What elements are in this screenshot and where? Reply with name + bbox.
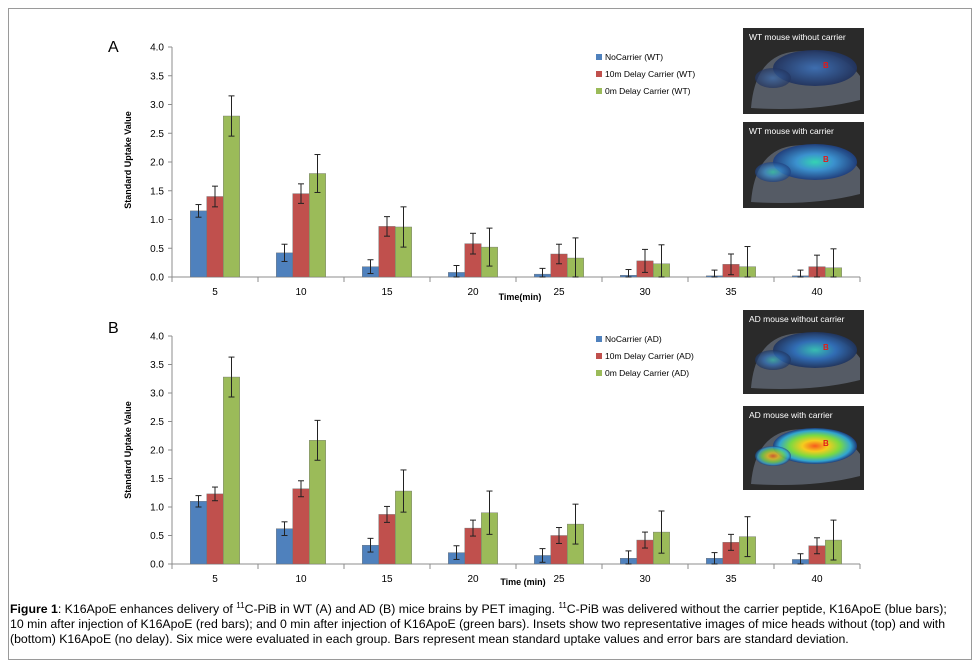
y-tick-label: 2.5 <box>150 417 164 428</box>
y-tick-label: 2.0 <box>150 446 164 457</box>
panel-label: A <box>108 39 119 56</box>
y-tick-label: 4.0 <box>150 43 164 54</box>
bar <box>206 493 224 565</box>
bar <box>292 193 310 278</box>
figure-caption: Figure 1: K16ApoE enhances delivery of 1… <box>10 598 960 647</box>
caption-text-2: C-PiB in WT (A) and AD (B) mice brains b… <box>244 602 559 617</box>
x-tick-label: 15 <box>381 287 393 298</box>
inset-marker: B <box>823 61 829 70</box>
inset-uptake-region <box>773 332 857 368</box>
x-tick-label: 40 <box>811 574 823 585</box>
x-axis-label: Time(min) <box>499 292 542 302</box>
y-tick-label: 4.0 <box>150 332 164 343</box>
y-tick-label: 1.5 <box>150 186 164 197</box>
y-tick-label: 0.0 <box>150 560 164 571</box>
inset-uptake-region <box>755 446 791 466</box>
y-tick-label: 0.5 <box>150 244 164 255</box>
bar <box>190 210 207 278</box>
y-tick-label: 3.5 <box>150 71 164 82</box>
x-tick-label: 5 <box>212 574 218 585</box>
legend-swatch <box>596 353 602 359</box>
x-tick-label: 15 <box>381 574 393 585</box>
legend-label: NoCarrier (WT) <box>605 52 663 62</box>
caption-sup-1: 11 <box>236 601 245 610</box>
x-tick-label: 30 <box>639 287 651 298</box>
caption-figure-label: Figure 1 <box>10 602 58 617</box>
y-tick-label: 1.0 <box>150 215 164 226</box>
caption-sup-2: 11 <box>558 601 567 610</box>
figure-canvas: A 0.0 0.5 1.0 1.5 2.0 2.5 3.0 3.5 4.0 Standard Upt… <box>108 28 864 587</box>
inset-label: AD mouse without carrier <box>749 314 845 324</box>
panel-label: B <box>108 320 119 337</box>
x-tick-label: 20 <box>467 574 479 585</box>
inset-label: WT mouse with carrier <box>749 126 834 136</box>
bar <box>223 376 240 565</box>
y-tick-label: 3.0 <box>150 100 164 111</box>
inset-marker: B <box>823 343 829 352</box>
legend-label: 0m Delay Carrier (WT) <box>605 86 691 96</box>
x-tick-label: 20 <box>467 287 479 298</box>
y-tick-label: 3.5 <box>150 360 164 371</box>
x-tick-label: 40 <box>811 287 823 298</box>
legend-swatch <box>596 54 602 60</box>
bar <box>190 501 207 565</box>
legend-swatch <box>596 370 602 376</box>
y-tick-label: 1.0 <box>150 503 164 514</box>
inset-uptake-region <box>773 144 857 180</box>
y-axis-label: Standard Uptake Value <box>123 401 133 499</box>
y-tick-label: 2.0 <box>150 158 164 169</box>
caption-text-1: : K16ApoE enhances delivery of <box>57 602 237 617</box>
x-tick-label: 35 <box>725 574 737 585</box>
x-tick-label: 25 <box>553 287 565 298</box>
y-tick-label: 2.5 <box>150 129 164 140</box>
inset-uptake-region <box>773 428 857 464</box>
x-tick-label: 10 <box>295 574 307 585</box>
y-tick-label: 0.5 <box>150 531 164 542</box>
inset-marker: B <box>823 439 829 448</box>
legend-label: NoCarrier (AD) <box>605 334 662 344</box>
inset-label: AD mouse with carrier <box>749 410 833 420</box>
inset-uptake-region <box>755 162 791 182</box>
y-axis-label: Standard Uptake Value <box>123 111 133 209</box>
x-tick-label: 25 <box>553 574 565 585</box>
legend-label: 10m Delay Carrier (AD) <box>605 351 694 361</box>
inset-uptake-region <box>755 350 791 370</box>
legend-label: 10m Delay Carrier (WT) <box>605 69 695 79</box>
panel-a: A 0.0 0.5 1.0 1.5 2.0 2.5 3.0 3.5 4.0 Standard Upt… <box>108 28 864 302</box>
legend-swatch <box>596 336 602 342</box>
legend-swatch <box>596 71 602 77</box>
inset-uptake-region <box>755 68 791 88</box>
x-tick-label: 30 <box>639 574 651 585</box>
bar <box>292 488 310 565</box>
panel-b: B 0.0 0.5 1.0 1.5 2.0 2.5 3.0 3.5 4.0 Standard Upt… <box>108 310 864 587</box>
y-tick-label: 0.0 <box>150 273 164 284</box>
legend-swatch <box>596 88 602 94</box>
y-tick-label: 1.5 <box>150 474 164 485</box>
x-tick-label: 35 <box>725 287 737 298</box>
bar <box>206 196 224 278</box>
legend-label: 0m Delay Carrier (AD) <box>605 368 689 378</box>
inset-label: WT mouse without carrier <box>749 32 846 42</box>
x-tick-label: 5 <box>212 287 218 298</box>
caption-text-3: C-PiB was delivered without the carrier … <box>10 602 947 647</box>
x-axis-label: Time (min) <box>500 577 545 587</box>
y-tick-label: 3.0 <box>150 389 164 400</box>
bar <box>223 115 240 278</box>
inset-uptake-region <box>773 50 857 86</box>
inset-marker: B <box>823 155 829 164</box>
x-tick-label: 10 <box>295 287 307 298</box>
